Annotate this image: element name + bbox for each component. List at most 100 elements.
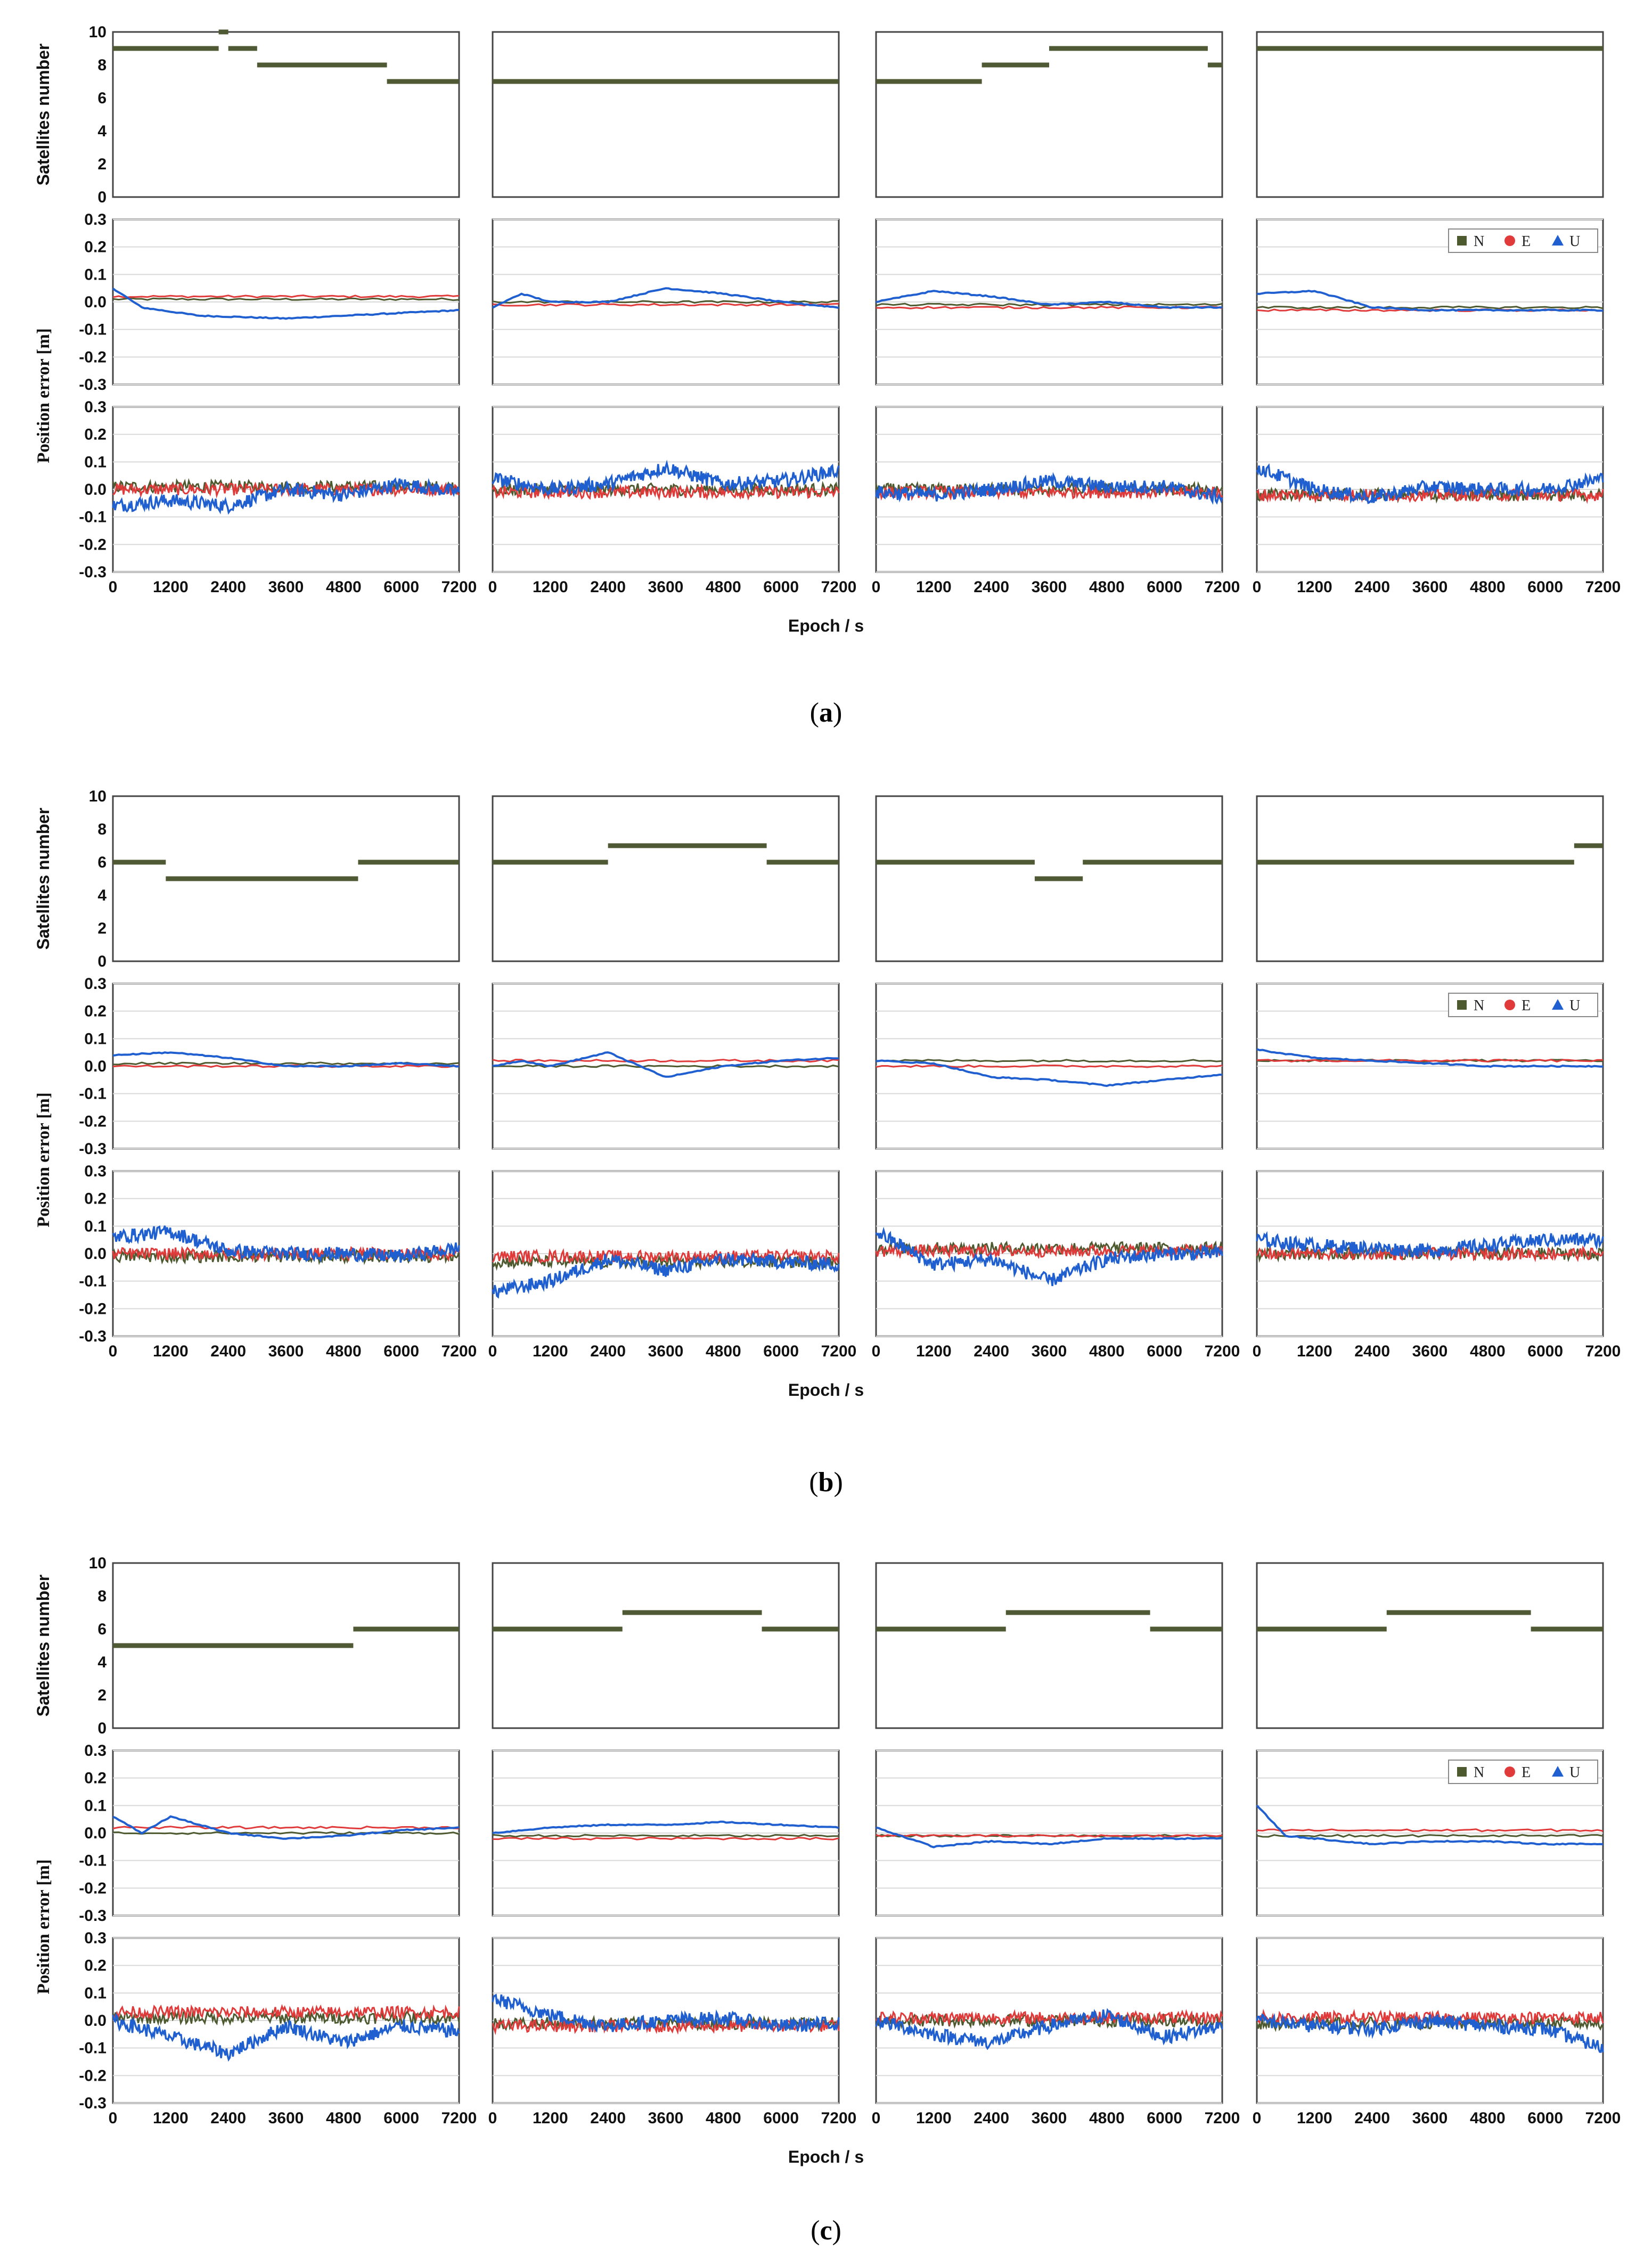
y-tick-label: 10: [89, 1555, 107, 1572]
series-U-line: [112, 1225, 460, 1263]
x-tick-label: 7200: [1585, 2109, 1621, 2127]
x-tick-label: 0: [1253, 578, 1262, 596]
x-tick-label: 1200: [916, 1343, 952, 1360]
x-tick-label: 0: [488, 578, 497, 596]
y-tick-label: -0.3: [79, 1328, 107, 1345]
chart-group-a: 0 2 4 6 8 10 0.3 0.2 0.1 0.0 -0.1 -0.2 -0.3 0.3 0.2 0.1…: [34, 23, 1621, 635]
x-tick-label: 0: [872, 1343, 881, 1360]
x-axis-label: Epoch / s: [788, 2147, 864, 2166]
x-tick-label: 2400: [1354, 578, 1390, 596]
chart-group-c: 0 2 4 6 8 10 0.3 0.2 0.1 0.0 -0.1 -0.2 -0.3 0.3 0.2 0.1…: [34, 1555, 1621, 2166]
x-tick-label: 1200: [1297, 1343, 1332, 1360]
x-tick-label: 3600: [268, 578, 304, 596]
x-tick-label: 2400: [210, 578, 246, 596]
panel-b-1-bot: 0.3 0.2 0.1 0.0 -0.1 -0.2 -0.30 1200 2400 3600 480…: [79, 1163, 477, 1360]
x-tick-label: 3600: [268, 2109, 304, 2127]
y-tick-label: 4: [97, 1654, 107, 1671]
panel-b-3-bot: 0 1200 2400 3600 4800 6000 7200: [872, 1170, 1240, 1360]
x-tick-label: 4800: [1089, 578, 1125, 596]
y-tick-label: 0.3: [84, 1163, 107, 1180]
x-tick-label: 6000: [763, 2109, 799, 2127]
y-tick-label: -0.2: [79, 1879, 107, 1897]
x-tick-label: 2400: [590, 1343, 626, 1360]
x-tick-label: 0: [109, 2109, 118, 2127]
y-tick-label: 2: [97, 920, 107, 937]
x-tick-label: 1200: [533, 1343, 568, 1360]
x-tick-label: 7200: [441, 1343, 477, 1360]
y-tick-label: -0.3: [79, 563, 107, 581]
caption-b: (b): [809, 1467, 843, 1498]
y-tick-label: 0.3: [84, 211, 107, 228]
legend-label-E: E: [1522, 997, 1531, 1014]
y-tick-label: 8: [97, 56, 107, 74]
x-tick-label: 7200: [1205, 1343, 1240, 1360]
x-tick-label: 0: [1253, 1343, 1262, 1360]
panel-c-1-sat: 0 2 4 6 8 10: [89, 1555, 460, 1737]
x-tick-label: 1200: [916, 578, 952, 596]
y-tick-label: 0.2: [84, 239, 107, 256]
x-tick-label: 4800: [326, 2109, 362, 2127]
plot-area: 0 2 4 6 8 10 0.3 0.2 0.1 0.0 -0.1 -0.2 -0.3 0.3 0.2 0.1…: [34, 23, 1621, 2166]
y-tick-label: 6: [97, 89, 107, 107]
x-tick-label: 2400: [974, 578, 1009, 596]
panel-a-3-sat: [875, 31, 1223, 198]
x-tick-label: 0: [872, 578, 881, 596]
panel-b-3-mid: [875, 983, 1223, 1150]
y-tick-label: -0.1: [79, 1273, 107, 1290]
legend-label-N: N: [1474, 1764, 1484, 1781]
x-tick-label: 2400: [1354, 2109, 1390, 2127]
panel-b-3-sat: [875, 795, 1223, 962]
legend-label-E: E: [1522, 233, 1531, 250]
legend-label-N: N: [1474, 233, 1484, 250]
y-tick-label: -0.3: [79, 1907, 107, 1925]
x-tick-label: 6000: [383, 2109, 419, 2127]
x-tick-label: 3600: [268, 1343, 304, 1360]
legend-marker-U: [1552, 1766, 1564, 1777]
panel-c-1-mid: 0.3 0.2 0.1 0.0 -0.1 -0.2 -0.3: [79, 1742, 460, 1925]
y-tick-label: 0.3: [84, 398, 107, 416]
x-tick-label: 2400: [590, 578, 626, 596]
x-tick-label: 3600: [648, 1343, 684, 1360]
series-U-line: [112, 477, 460, 515]
x-tick-label: 7200: [1585, 578, 1621, 596]
series-U-line: [1256, 1231, 1604, 1259]
x-tick-label: 2400: [590, 2109, 626, 2127]
y-tick-label: 10: [89, 788, 107, 805]
panel-a-4-sat: [1256, 31, 1604, 198]
y-tick-label: 6: [97, 854, 107, 871]
series-E-line: [112, 2004, 460, 2022]
series-E-line: [1256, 1059, 1604, 1063]
y-axis-label-position-error: Position error [m]: [34, 1092, 53, 1228]
x-tick-label: 6000: [763, 1343, 799, 1360]
x-tick-label: 7200: [1585, 1343, 1621, 1360]
series-U-line: [112, 288, 460, 320]
y-tick-label: 6: [97, 1621, 107, 1638]
series-E-line: [1256, 2008, 1604, 2027]
series-N-line: [492, 1834, 839, 1838]
series-U-line: [876, 1059, 1222, 1087]
y-tick-label: 0: [97, 189, 107, 206]
y-tick-label: 0.0: [84, 2012, 107, 2030]
series-E-line: [492, 1836, 839, 1840]
legend-marker-U: [1552, 235, 1564, 246]
y-tick-label: 4: [97, 122, 107, 140]
y-tick-label: -0.2: [79, 536, 107, 553]
series-U-line: [875, 1226, 1223, 1287]
x-tick-label: 3600: [1032, 578, 1067, 596]
y-tick-label: 0.2: [84, 1957, 107, 1975]
y-tick-label: 8: [97, 821, 107, 838]
y-tick-label: 0.0: [84, 481, 107, 498]
x-tick-label: 3600: [1032, 1343, 1067, 1360]
x-tick-label: 1200: [153, 1343, 189, 1360]
series-E-line: [876, 1834, 1223, 1838]
y-tick-label: 0.2: [84, 426, 107, 444]
y-tick-label: 0.3: [84, 1929, 107, 1947]
y-tick-label: -0.3: [79, 2095, 107, 2112]
series-N-line: [112, 2009, 460, 2027]
series-N-line: [876, 302, 1223, 307]
x-tick-label: 1200: [916, 2109, 952, 2127]
x-tick-label: 3600: [1412, 1343, 1448, 1360]
x-tick-label: 0: [109, 578, 118, 596]
